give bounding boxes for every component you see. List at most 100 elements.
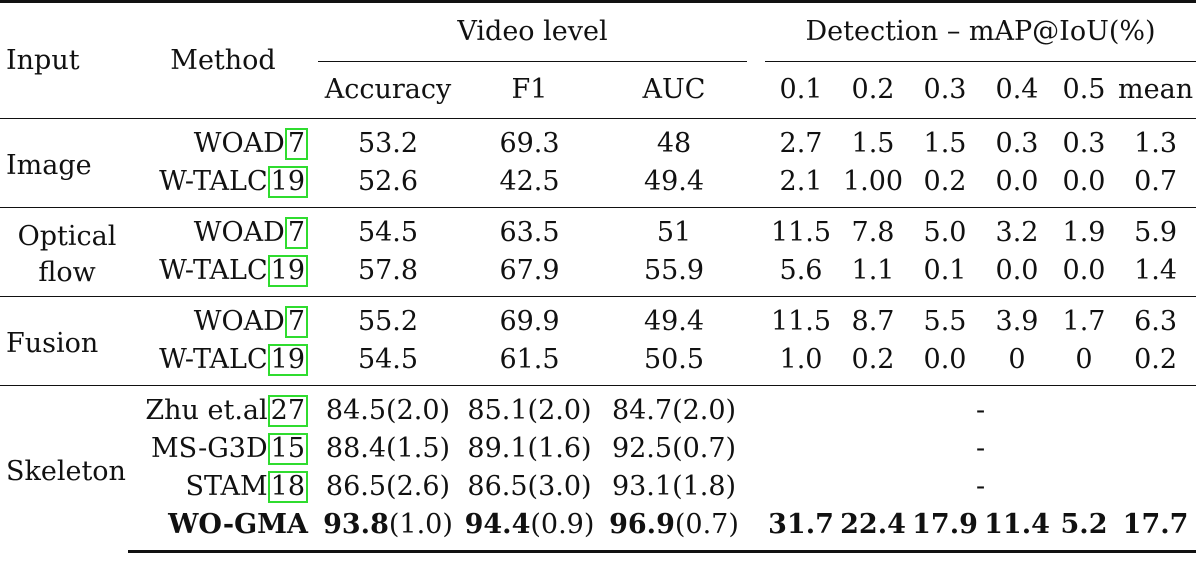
- value-mean: 89.1: [467, 433, 528, 464]
- value-std: (2.6): [386, 471, 451, 502]
- citation-link[interactable]: 15: [267, 433, 308, 465]
- gap-cell: [747, 506, 766, 553]
- gap-cell: [747, 430, 765, 468]
- table-row: Skeleton Zhu et.al 27 84.5(2.0) 85.1(2.0) 84.…: [0, 385, 1196, 552]
- value-cell: 86.5(3.0): [458, 468, 601, 506]
- value-mean: 86.5: [325, 471, 387, 502]
- value-cell: 55.2: [318, 296, 458, 341]
- value-cell: 51: [601, 207, 748, 252]
- value-mean: 85.1: [467, 395, 528, 426]
- citation-link[interactable]: 19: [267, 166, 308, 198]
- value-cell: 0.3: [1053, 118, 1116, 163]
- value-cell: 49.4: [643, 166, 705, 197]
- value-cell: 0: [1008, 344, 1026, 375]
- header-col-0: Accuracy: [324, 74, 452, 105]
- value-mean: 94.4: [464, 509, 531, 540]
- value-cell: 31.7: [765, 506, 838, 553]
- value-cell: 69.9: [458, 296, 601, 341]
- table-row: W-TALC 19 57.8 67.9 55.9 5.6 1.1 0.1 0.0 0.0 1.4: [0, 252, 1196, 297]
- header-video-level: Video level: [318, 0, 748, 62]
- value-mean: 96.9: [609, 509, 675, 540]
- value-mean: 86.5: [467, 471, 528, 502]
- value-cell: 54.5: [318, 207, 458, 252]
- value-mean: 93.8: [323, 509, 389, 540]
- value-std: (1.6): [527, 433, 592, 464]
- value-cell: 5.2: [1053, 506, 1116, 553]
- header-detection: Detection – mAP@IoU(%): [765, 0, 1196, 62]
- value-cell: 11.5: [765, 296, 838, 341]
- header-gap: [747, 62, 765, 119]
- value-std: (1.5): [386, 433, 451, 464]
- value-std: (2.0): [672, 395, 737, 426]
- value-std: (0.7): [674, 509, 739, 540]
- table-row: W-TALC 19 54.5 61.5 50.5 1.0 0.2 0.0 0 0 0.2: [0, 341, 1196, 386]
- gap-cell: [747, 207, 766, 252]
- header-input: Input: [0, 0, 128, 119]
- value-cell: 5.5: [909, 296, 982, 341]
- citation-link[interactable]: 19: [267, 344, 308, 376]
- value-cell: 11.4: [981, 506, 1054, 553]
- value-cell: 7.8: [837, 207, 910, 252]
- value-cell: 5.9: [1115, 207, 1196, 252]
- table-row: Fusion WOAD 7 55.2 69.9 49.4 11.5 8.7 5.5 3.9 1.7 6…: [0, 296, 1196, 386]
- header-gap: [747, 0, 766, 62]
- method-cell: W-TALC 19: [128, 341, 318, 386]
- header-col-2: AUC: [642, 74, 706, 105]
- value-std: (3.0): [527, 471, 592, 502]
- value-cell: 1.5: [909, 118, 982, 163]
- citation-link[interactable]: 19: [267, 255, 308, 287]
- gap-cell: [747, 118, 766, 163]
- value-cell: 3.2: [981, 207, 1054, 252]
- method-name: W-TALC: [159, 255, 268, 286]
- method-cell: WOAD 7: [128, 296, 318, 341]
- value-cell: 54.5: [357, 344, 419, 375]
- gap-cell: [747, 341, 765, 386]
- method-cell: Zhu et.al 27: [128, 385, 318, 430]
- value-cell: 67.9: [499, 255, 560, 286]
- value-cell: 1.5: [837, 118, 910, 163]
- gap-cell: [747, 296, 766, 341]
- header-col-7: 0.5: [1062, 74, 1106, 105]
- value-cell: 52.6: [357, 166, 419, 197]
- citation-link[interactable]: 7: [284, 217, 308, 249]
- gap-cell: [747, 385, 766, 430]
- value-cell: 0.2: [851, 344, 895, 375]
- method-name: WO-GMA: [168, 509, 308, 540]
- header-col-4: 0.2: [851, 74, 895, 105]
- value-cell: 88.4(1.5): [318, 430, 458, 468]
- value-mean: 92.5: [611, 433, 673, 464]
- value-cell: 53.2: [318, 118, 458, 163]
- value-cell: 50.5: [643, 344, 705, 375]
- citation-link[interactable]: 27: [267, 395, 308, 427]
- value-cell: 55.9: [643, 255, 705, 286]
- header-col-5: 0.3: [923, 74, 967, 105]
- value-mean: 84.7: [611, 395, 673, 426]
- value-cell: 0.2: [1134, 344, 1178, 375]
- value-cell: 1.4: [1134, 255, 1178, 286]
- value-cell: 1.3: [1115, 118, 1196, 163]
- method-cell: STAM 18: [128, 468, 318, 506]
- method-name: W-TALC: [159, 166, 268, 197]
- value-cell: 89.1(1.6): [458, 430, 601, 468]
- value-cell: 93.8(1.0): [318, 506, 458, 553]
- value-cell: 5.6: [779, 255, 823, 286]
- value-cell: 17.9: [909, 506, 982, 553]
- value-cell-empty: -: [765, 385, 1196, 430]
- citation-link[interactable]: 7: [284, 128, 308, 160]
- citation-link[interactable]: 7: [284, 306, 308, 338]
- method-name: STAM: [185, 471, 268, 502]
- value-cell: 1.1: [851, 255, 895, 286]
- value-cell: 0.0: [1062, 255, 1106, 286]
- gap-cell: [747, 163, 765, 208]
- value-cell: 1.00: [842, 166, 904, 197]
- value-mean: 93.1: [611, 471, 673, 502]
- value-cell: 0.1: [923, 255, 967, 286]
- citation-link[interactable]: 18: [267, 471, 308, 503]
- value-cell: 84.7(2.0): [601, 385, 748, 430]
- header-col-3: 0.1: [779, 74, 823, 105]
- input-label: Skeleton: [0, 385, 128, 552]
- value-std: (2.0): [386, 395, 451, 426]
- method-name: Zhu et.al: [145, 395, 268, 426]
